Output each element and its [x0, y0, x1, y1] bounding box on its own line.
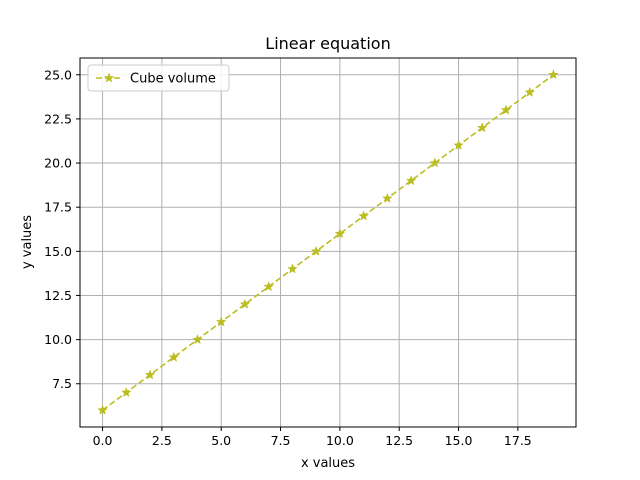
data-point-marker [216, 316, 227, 327]
x-tick-label: 15.0 [445, 433, 473, 448]
y-tick-label: 10.0 [44, 332, 72, 347]
data-point-marker [168, 351, 179, 362]
x-tick-label: 10.0 [326, 433, 354, 448]
x-axis-label: x values [301, 456, 355, 471]
data-point-marker [524, 87, 535, 97]
data-point-marker [500, 104, 512, 115]
data-point-marker [287, 263, 298, 274]
data-point-marker [429, 157, 440, 168]
data-point-marker [310, 245, 322, 256]
data-point-marker [358, 210, 369, 221]
y-tick-label: 7.5 [52, 376, 72, 391]
x-tick-label: 7.5 [271, 433, 291, 448]
plot-area-frame [79, 57, 577, 428]
data-point-marker [477, 122, 488, 133]
y-tick-label: 15.0 [44, 244, 72, 259]
data-point-marker [144, 369, 156, 380]
x-tick-label: 12.5 [385, 433, 413, 448]
chart-title: Linear equation [265, 34, 390, 53]
data-point-marker [382, 192, 393, 203]
data-point-marker [453, 139, 464, 150]
x-tick-label: 5.0 [211, 433, 231, 448]
x-tick-label: 2.5 [152, 433, 172, 448]
data-point-marker [405, 175, 417, 186]
y-axis-label: y values [20, 215, 35, 269]
x-tick-label: 17.5 [504, 433, 532, 448]
grid [80, 58, 576, 427]
data-point-marker [334, 228, 346, 239]
data-point-marker [548, 69, 559, 80]
series [97, 69, 559, 415]
y-tick-label: 25.0 [44, 67, 72, 82]
y-tick-label: 17.5 [44, 200, 72, 215]
data-point-marker [121, 387, 132, 397]
legend-marker-sample [103, 72, 115, 83]
legend-label: Cube volume [130, 72, 216, 87]
data-point-marker [192, 334, 203, 344]
axis-ticks: 0.0 2.5 5.0 7.5 10.0 12.5 15.0 17.5 7.5 10.0 12.5 1… [44, 67, 532, 448]
legend: Cube volume [87, 64, 230, 92]
legend-box [87, 64, 230, 92]
series-line [102, 74, 554, 411]
data-point-marker [239, 298, 251, 309]
data-point-marker [263, 281, 274, 292]
y-tick-label: 22.5 [44, 111, 72, 126]
y-tick-label: 12.5 [44, 288, 72, 303]
data-point-marker [97, 404, 108, 415]
y-tick-label: 20.0 [44, 156, 72, 171]
x-tick-label: 0.0 [93, 433, 113, 448]
